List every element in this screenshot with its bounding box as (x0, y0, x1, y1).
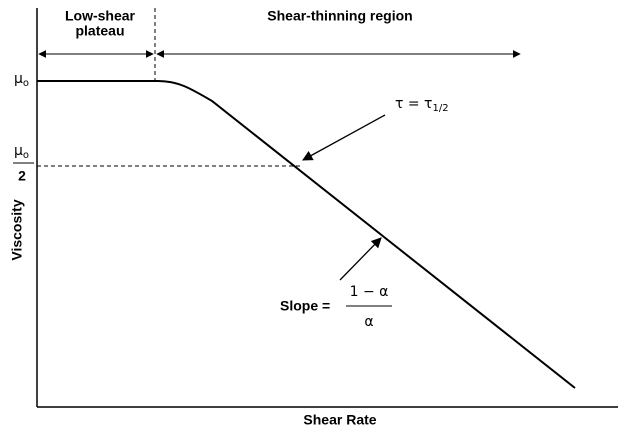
symbol: μ (14, 143, 23, 159)
region-label: Low-shear (65, 8, 136, 24)
tau-lhs: τ = τ (395, 96, 433, 112)
mu0-label: μo (14, 71, 29, 89)
half-denominator: 2 (18, 168, 26, 184)
subscript: 1/2 (433, 103, 449, 114)
region-label: Shear-thinning region (267, 8, 412, 24)
slope-arrow (339, 237, 382, 281)
y-axis-label: Viscosity (9, 199, 25, 260)
x-axis-label: Shear Rate (303, 412, 376, 428)
slope-numerator: 1 − α (350, 284, 389, 300)
slope-denominator: α (364, 314, 373, 330)
tau-label: τ = τ1/2 (395, 96, 449, 114)
region-label: plateau (75, 23, 124, 39)
half-label: μo (14, 143, 29, 161)
subscript: o (23, 150, 29, 161)
symbol: μ (14, 71, 23, 87)
tau-arrow (302, 114, 386, 161)
viscosity-curve (37, 80, 576, 389)
slope-label: Slope = (280, 298, 330, 314)
subscript: o (23, 78, 29, 89)
